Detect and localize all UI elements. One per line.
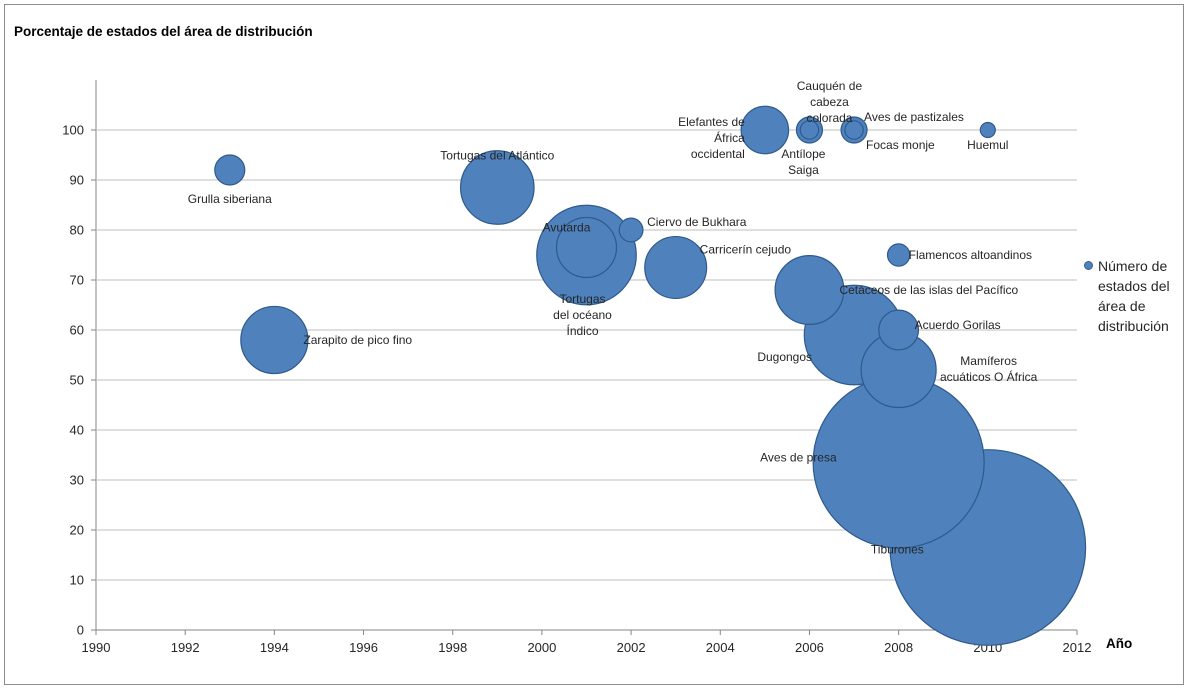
bubble-label: Antílope Saiga bbox=[781, 147, 825, 177]
bubble-label: Flamencos altoandinos bbox=[909, 248, 1032, 262]
bubble-label: Dugongos bbox=[757, 350, 812, 364]
x-tick-label: 1998 bbox=[438, 640, 467, 655]
x-tick-label: 2004 bbox=[706, 640, 735, 655]
y-tick-label: 70 bbox=[70, 273, 84, 288]
bubble-label: Ciervo de Bukhara bbox=[647, 215, 747, 229]
x-tick-label: 1992 bbox=[171, 640, 200, 655]
x-tick-label: 1996 bbox=[349, 640, 378, 655]
bubble bbox=[740, 105, 790, 155]
bubble-label-line: Tortugas bbox=[559, 292, 605, 306]
y-tick-label: 40 bbox=[70, 423, 84, 438]
bubble bbox=[979, 121, 996, 139]
bubble bbox=[214, 154, 246, 186]
bubble bbox=[555, 216, 618, 279]
x-tick-label: 1990 bbox=[82, 640, 111, 655]
x-tick-label: 1994 bbox=[260, 640, 289, 655]
y-tick-label: 100 bbox=[62, 123, 84, 138]
bubble-label-line: Cauquén de bbox=[797, 79, 863, 93]
y-tick-label: 90 bbox=[70, 173, 84, 188]
x-tick-label: 2012 bbox=[1063, 640, 1092, 655]
bubble-label: Avutarda bbox=[543, 221, 591, 235]
bubble bbox=[618, 217, 644, 243]
legend-label: Número de estados del área de distribuci… bbox=[1098, 258, 1170, 334]
bubble-label-line: Mamíferos bbox=[960, 354, 1017, 368]
bubble-label-line: occidental bbox=[691, 147, 745, 161]
y-tick-label: 50 bbox=[70, 373, 84, 388]
bubble-label: Grulla siberiana bbox=[188, 192, 272, 206]
bubble-label: Tortugas del Atlántico bbox=[440, 149, 554, 163]
y-tick-label: 30 bbox=[70, 473, 84, 488]
bubble-label-line: África bbox=[714, 130, 745, 145]
x-axis-title: Año bbox=[1106, 636, 1133, 651]
bubble bbox=[644, 235, 708, 300]
x-tick-label: 2000 bbox=[527, 640, 556, 655]
bubble-label: Cetáceos de las islas del Pacífico bbox=[839, 283, 1018, 297]
bubble bbox=[878, 309, 920, 351]
bubble-label-line: Saiga bbox=[788, 163, 819, 177]
bubble-label: Focas monje bbox=[866, 138, 935, 152]
y-tick-label: 10 bbox=[70, 573, 84, 588]
bubble-label: Tiburones bbox=[871, 543, 924, 557]
x-tick-label: 2006 bbox=[795, 640, 824, 655]
bubble-label: Aves de pastizales bbox=[864, 110, 964, 124]
bubble-label-line: cabeza bbox=[810, 95, 849, 109]
legend-marker bbox=[1084, 261, 1093, 270]
y-tick-label: 80 bbox=[70, 223, 84, 238]
bubble-label: Mamíferos acuáticos O África bbox=[940, 354, 1038, 384]
bubble bbox=[774, 255, 845, 325]
bubble-label: Acuerdo Gorilas bbox=[915, 318, 1001, 332]
bubble bbox=[886, 243, 911, 267]
bubble-label: Huemul bbox=[967, 138, 1008, 152]
bubble-label-line: colorada bbox=[806, 111, 852, 125]
x-tick-label: 2002 bbox=[617, 640, 646, 655]
bubble-label: Aves de presa bbox=[760, 451, 837, 465]
bubble bbox=[240, 305, 309, 375]
bubble-label: Elefantes de África occidental bbox=[678, 115, 745, 161]
x-tick-label: 2008 bbox=[884, 640, 913, 655]
y-tick-label: 20 bbox=[70, 523, 84, 538]
bubble bbox=[799, 120, 820, 140]
y-axis-title: Porcentaje de estados del área de distri… bbox=[14, 24, 313, 39]
bubble-label: Zarapito de pico fino bbox=[303, 333, 412, 347]
bubble-label-line: Índico bbox=[566, 323, 598, 338]
y-tick-label: 60 bbox=[70, 323, 84, 338]
bubble-label: Tortugas del océano Índico bbox=[553, 292, 612, 338]
bubble-label: Carricerín cejudo bbox=[700, 243, 792, 257]
bubble-label-line: del océano bbox=[553, 308, 612, 322]
bubble-label-line: Elefantes de bbox=[678, 115, 745, 129]
bubble bbox=[459, 150, 535, 225]
y-tick-label: 0 bbox=[77, 623, 84, 638]
bubble bbox=[844, 120, 864, 140]
bubble-label: Cauquén de cabeza colorada bbox=[797, 79, 863, 125]
bubble-label-line: Antílope bbox=[781, 147, 825, 161]
bubble-label-line: acuáticos O África bbox=[940, 369, 1038, 384]
